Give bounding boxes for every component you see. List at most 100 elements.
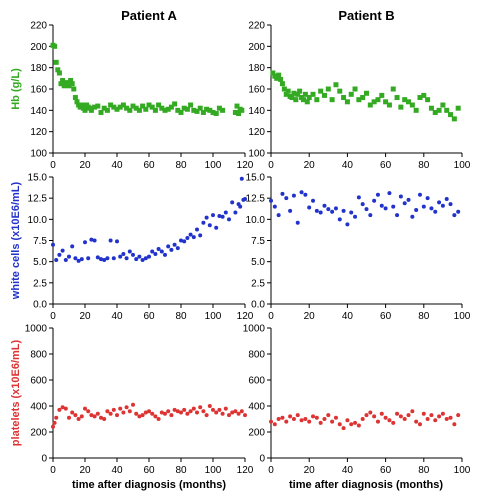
data-point bbox=[349, 422, 354, 427]
data-point bbox=[448, 202, 453, 207]
data-point bbox=[54, 257, 59, 262]
data-point bbox=[353, 420, 358, 425]
data-point bbox=[79, 414, 84, 419]
y-tick-label: 120 bbox=[248, 127, 265, 138]
x-tick-label: 60 bbox=[143, 465, 155, 476]
data-point bbox=[333, 82, 339, 88]
data-point bbox=[61, 83, 67, 89]
data-point bbox=[68, 77, 74, 83]
data-point bbox=[98, 109, 104, 115]
data-point bbox=[326, 413, 331, 418]
x-tick-label: 80 bbox=[418, 160, 430, 171]
data-point bbox=[364, 90, 369, 96]
data-point bbox=[341, 426, 346, 431]
data-point bbox=[333, 415, 338, 420]
data-point bbox=[344, 99, 350, 105]
data-point bbox=[73, 413, 78, 418]
data-point bbox=[207, 107, 213, 113]
data-point bbox=[210, 109, 216, 115]
data-point bbox=[279, 81, 285, 87]
data-point bbox=[207, 223, 212, 228]
x-tick-label: 20 bbox=[79, 160, 91, 171]
data-point bbox=[152, 107, 158, 113]
data-point bbox=[238, 204, 243, 209]
data-point bbox=[165, 106, 171, 112]
y-tick-label: 120 bbox=[30, 127, 47, 138]
data-point bbox=[83, 240, 87, 245]
data-point bbox=[410, 409, 415, 414]
data-point bbox=[217, 407, 222, 412]
data-point bbox=[391, 204, 396, 209]
data-point bbox=[230, 200, 235, 205]
data-point bbox=[156, 246, 161, 251]
y-tick-label: 200 bbox=[248, 42, 265, 53]
data-point bbox=[207, 404, 212, 408]
data-point bbox=[306, 95, 312, 101]
data-point bbox=[371, 99, 377, 105]
data-point bbox=[440, 411, 445, 416]
data-point bbox=[108, 102, 114, 108]
data-point bbox=[52, 43, 58, 49]
data-point bbox=[134, 411, 139, 416]
data-point bbox=[322, 417, 327, 421]
data-point bbox=[234, 103, 240, 109]
data-point bbox=[307, 419, 312, 424]
data-point bbox=[406, 197, 411, 202]
data-point bbox=[159, 249, 164, 254]
x-tick-label: 100 bbox=[205, 311, 222, 322]
data-point bbox=[291, 90, 297, 96]
data-point bbox=[121, 410, 126, 415]
data-point bbox=[356, 195, 361, 200]
data-point bbox=[51, 424, 55, 429]
data-point bbox=[444, 107, 450, 113]
panel-0: 100 120 140 160 180 200 220 0 20 40 60 80 100 120 Pati… bbox=[10, 8, 254, 171]
y-tick-label: 100 bbox=[30, 149, 47, 160]
y-axis-title: platelets (x10E6/mL) bbox=[10, 339, 22, 446]
data-point bbox=[402, 97, 408, 103]
data-point bbox=[444, 197, 449, 202]
data-point bbox=[175, 107, 181, 113]
data-point bbox=[127, 107, 133, 113]
axis-lines bbox=[52, 177, 245, 305]
data-point bbox=[76, 417, 81, 421]
data-point bbox=[353, 214, 358, 219]
data-point bbox=[163, 252, 167, 257]
data-point bbox=[60, 77, 66, 83]
data-point bbox=[217, 213, 222, 218]
data-point bbox=[185, 235, 190, 240]
x-tick-label: 80 bbox=[175, 160, 187, 171]
y-tick-label: 180 bbox=[30, 63, 47, 74]
data-point bbox=[383, 415, 388, 420]
data-point bbox=[437, 414, 442, 419]
data-point bbox=[92, 104, 98, 110]
x-tick-label: 100 bbox=[454, 465, 471, 476]
y-tick-label: 5.0 bbox=[33, 257, 47, 268]
data-point bbox=[270, 70, 276, 76]
data-point bbox=[172, 407, 177, 412]
data-point bbox=[281, 86, 287, 92]
data-point bbox=[284, 419, 289, 424]
data-point bbox=[175, 409, 180, 414]
data-point bbox=[172, 242, 177, 247]
y-tick-label: 10.0 bbox=[246, 215, 266, 226]
data-point bbox=[425, 196, 430, 201]
data-point bbox=[304, 99, 310, 105]
data-point bbox=[88, 107, 94, 113]
y-tick-label: 0.0 bbox=[251, 300, 265, 311]
data-point bbox=[303, 417, 308, 421]
data-point bbox=[63, 406, 68, 411]
data-point bbox=[325, 86, 331, 92]
data-point bbox=[108, 411, 113, 416]
data-point bbox=[410, 214, 415, 219]
data-point bbox=[440, 102, 446, 108]
y-axis-title: white cells (x10E6/mL) bbox=[10, 181, 22, 300]
data-point bbox=[182, 407, 187, 412]
data-point bbox=[283, 91, 289, 97]
data-point bbox=[143, 256, 148, 261]
data-point bbox=[395, 411, 400, 416]
data-point bbox=[92, 238, 97, 243]
data-point bbox=[95, 255, 100, 260]
y-tick-label: 600 bbox=[248, 376, 265, 387]
data-point bbox=[291, 193, 296, 198]
data-point bbox=[188, 232, 193, 237]
